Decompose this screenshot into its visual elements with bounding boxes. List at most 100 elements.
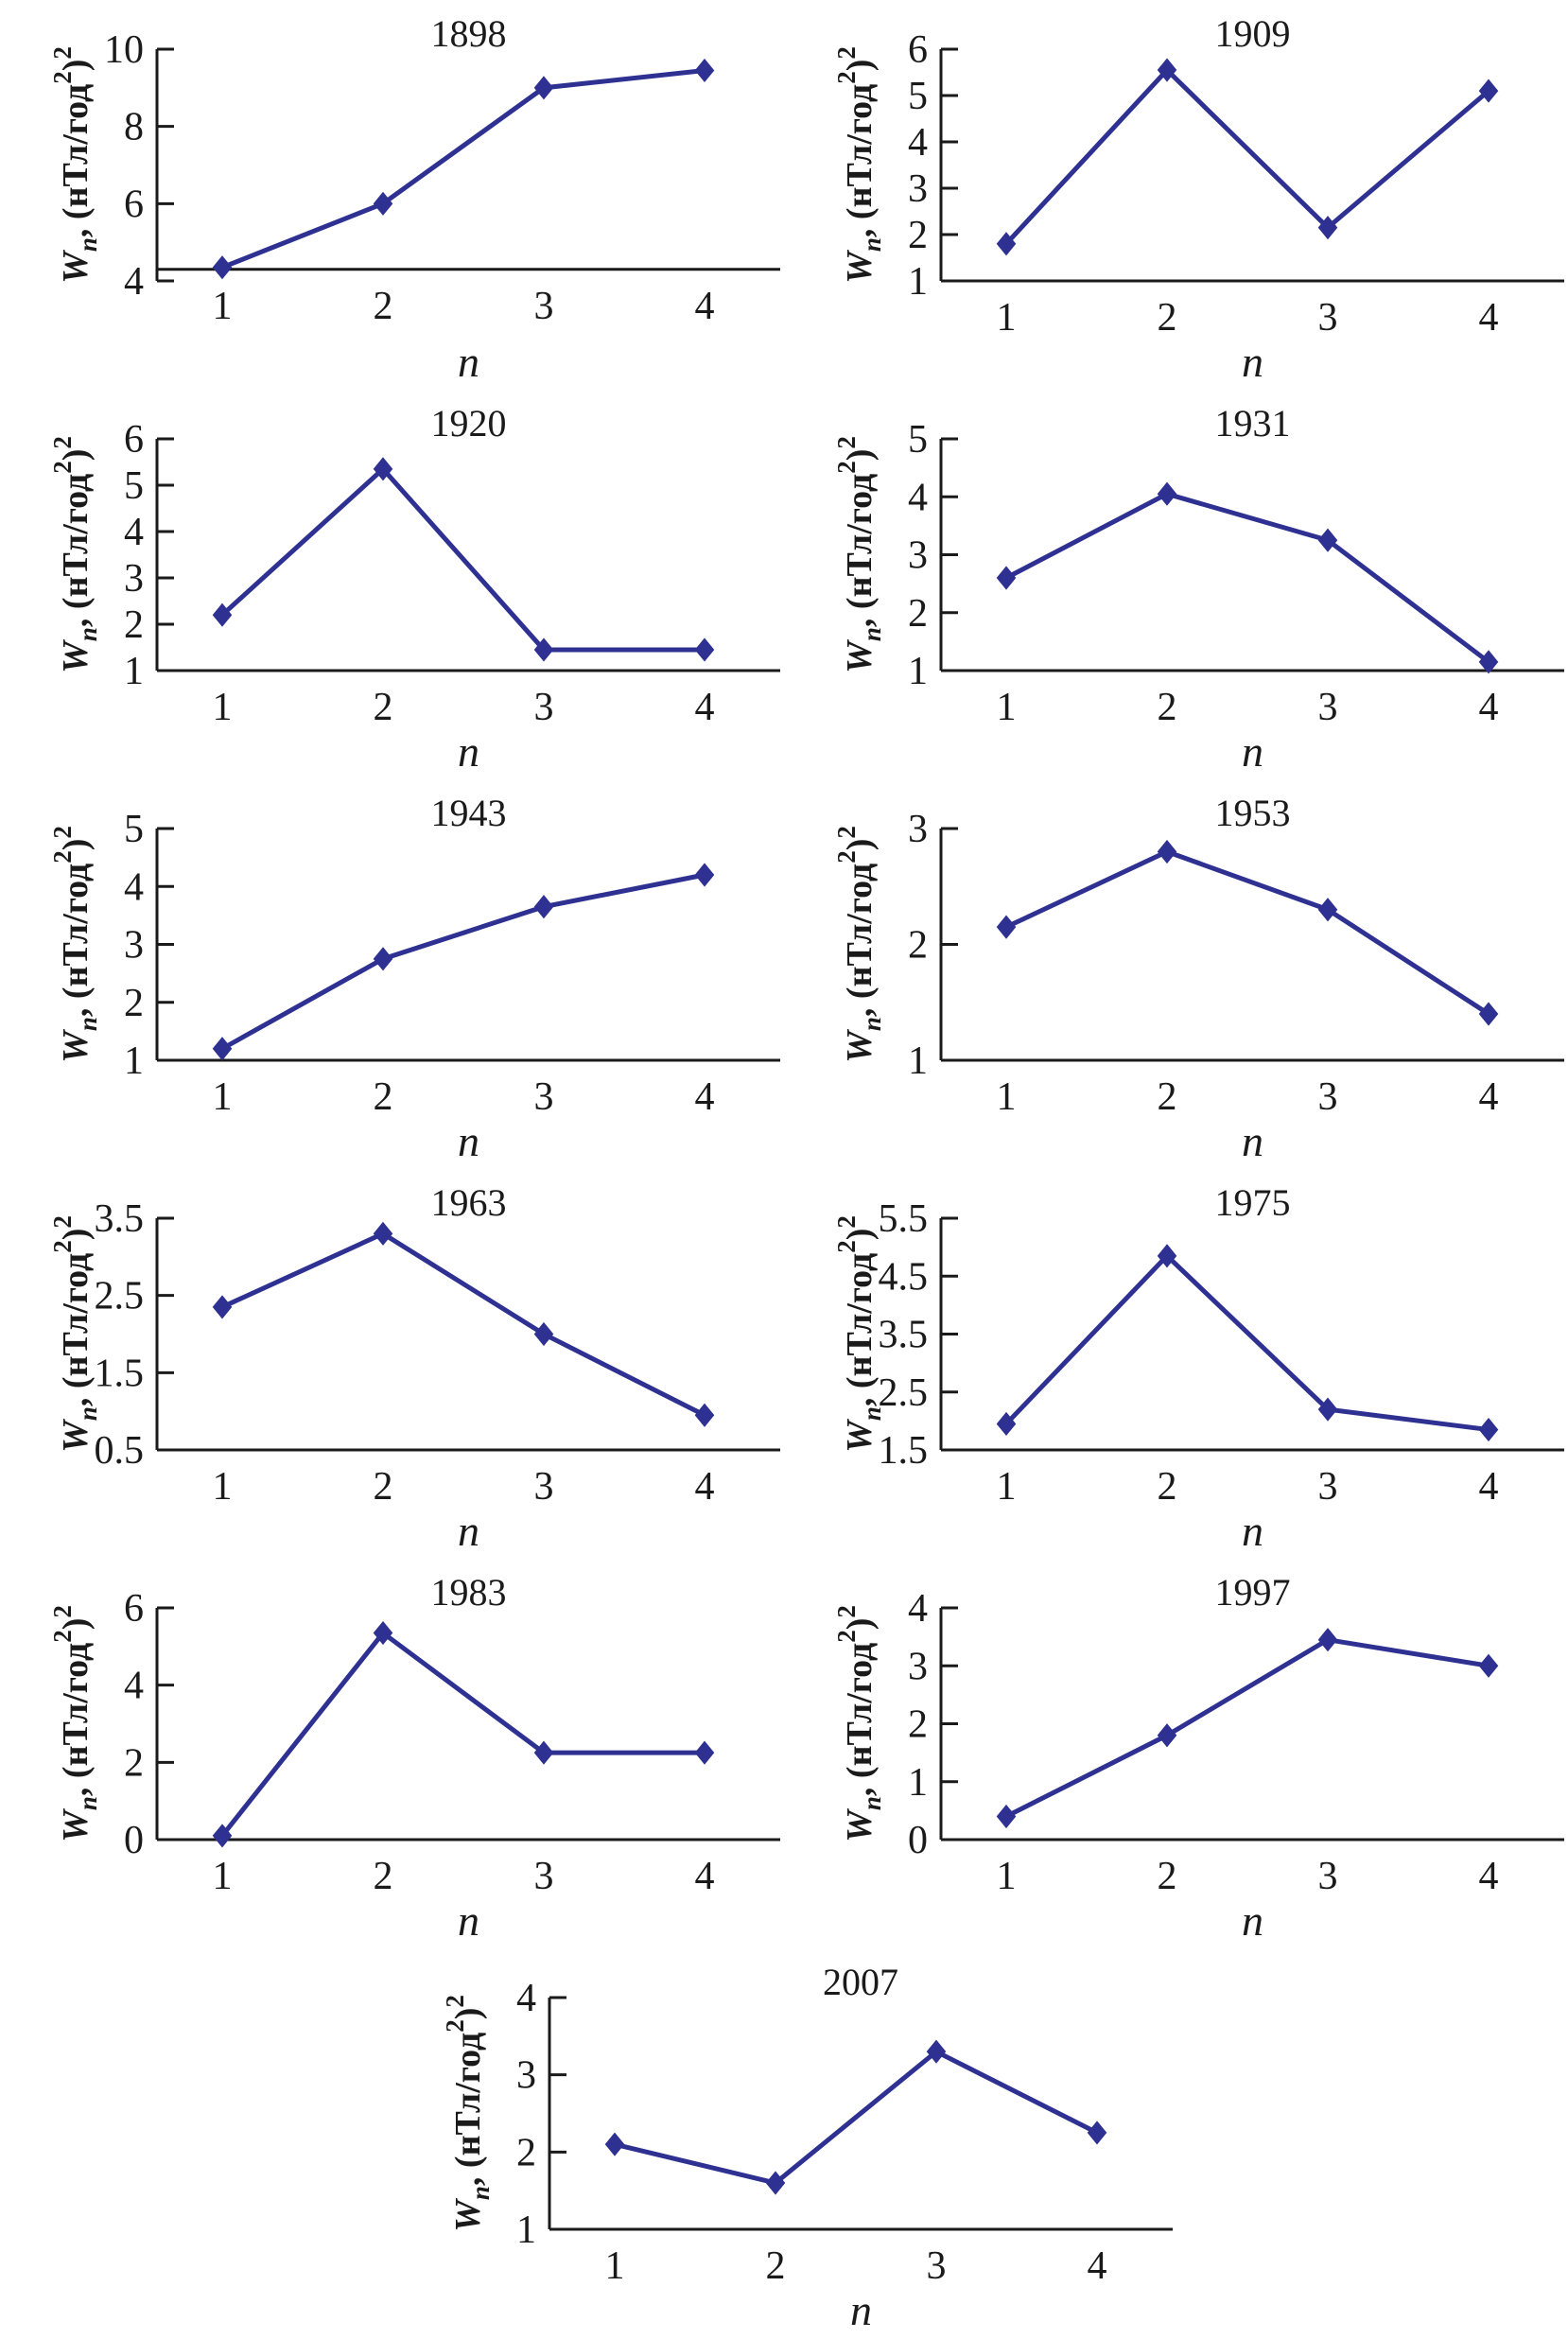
x-tick-label: 3	[534, 1075, 554, 1119]
y-tick-label: 6	[124, 418, 144, 462]
data-point-marker	[373, 1221, 393, 1246]
x-tick-label: 2	[1158, 686, 1177, 729]
data-point-marker	[1317, 1397, 1338, 1422]
x-tick-label: 1	[213, 1075, 233, 1119]
data-point-marker	[926, 2039, 946, 2064]
x-tick-label: 4	[1087, 2244, 1106, 2288]
figure-row: 1983 0 2 4 6 1 2 3 4 n Wn, (нТл/год2)2 1997 0 1 2 3 4…	[0, 1559, 1568, 1948]
y-tick-label: 2	[908, 592, 928, 636]
chart-cell-2007: 2007 1 2 3 4 1 2 3 4 n Wn, (нТл/год2)2	[392, 1948, 1176, 2338]
data-point-marker	[996, 1411, 1017, 1437]
y-tick-label: 2.5	[879, 1371, 929, 1415]
data-point-marker	[1478, 79, 1499, 103]
series-line	[1004, 1252, 1490, 1433]
x-tick-label: 4	[1479, 1465, 1499, 1509]
x-axis-label: n	[1242, 1507, 1263, 1555]
y-axis-label: Wn, (нТл/год2)2	[48, 46, 102, 284]
data-point-marker	[1478, 1002, 1499, 1026]
x-tick-label: 1	[997, 1465, 1017, 1509]
y-tick-label: 5	[124, 808, 144, 851]
series-line	[221, 67, 706, 271]
x-axis-label: n	[458, 1896, 479, 1945]
data-point-marker	[1317, 1628, 1338, 1652]
chart-title: 1997	[1214, 1571, 1291, 1614]
y-axis-label: Wn, (нТл/год2)2	[48, 826, 102, 1063]
x-tick-label: 1	[213, 1465, 233, 1509]
x-tick-label: 1	[997, 296, 1017, 340]
chart-title: 1943	[430, 792, 507, 834]
data-point-marker	[212, 1295, 233, 1319]
y-tick-label: 1.5	[879, 1429, 929, 1473]
y-tick-label: 1	[124, 1039, 144, 1083]
x-tick-label: 3	[1318, 1075, 1338, 1119]
chart-title: 1898	[430, 12, 507, 55]
y-tick-label: 2	[908, 214, 928, 257]
x-tick-label: 3	[534, 1855, 554, 1898]
y-tick-label: 1	[908, 260, 928, 304]
data-point-marker	[694, 1403, 715, 1427]
y-tick-label: 4	[908, 476, 928, 519]
y-tick-label: 1	[908, 650, 928, 693]
chart-cell-1963: 1963 0.5 1.5 2.5 3.5 1 2 3 4 n Wn, (нТл/год2)2	[0, 1169, 784, 1559]
y-tick-label: 0.5	[95, 1429, 145, 1473]
x-tick-label: 2	[765, 2244, 785, 2288]
x-tick-label: 1	[213, 285, 233, 328]
x-tick-label: 4	[695, 1075, 715, 1119]
y-axis-label: Wn, (нТл/год2)2	[832, 1215, 886, 1453]
y-axis-label: Wn, (нТл/год2)2	[441, 1995, 495, 2232]
chart-cell-1983: 1983 0 2 4 6 1 2 3 4 n Wn, (нТл/год2)2	[0, 1559, 784, 1948]
x-tick-label: 2	[1158, 296, 1177, 340]
y-tick-label: 10	[104, 28, 144, 72]
chart-cell-1909: 1909 1 2 3 4 5 6 1 2 3 4 n Wn, (нТл/год2)2	[784, 0, 1568, 390]
data-point-marker	[533, 1321, 554, 1347]
x-tick-label: 3	[1318, 1855, 1338, 1898]
chart-cell-1943: 1943 1 2 3 4 5 1 2 3 4 n Wn, (нТл/год2)2	[0, 779, 784, 1169]
y-tick-label: 5	[908, 75, 928, 118]
x-tick-label: 2	[374, 686, 393, 729]
x-tick-label: 4	[695, 686, 715, 729]
y-tick-label: 0	[124, 1819, 144, 1862]
x-tick-label: 1	[604, 2244, 624, 2288]
y-tick-label: 3	[908, 167, 928, 211]
y-tick-label: 2	[516, 2131, 536, 2174]
plot-svg: 1 2 3 4 1 2 3 4 n Wn, (нТл/год2)2	[441, 1977, 1173, 2334]
series-line	[1004, 491, 1490, 664]
data-point-marker	[1157, 1723, 1177, 1748]
x-axis-label: n	[458, 1117, 479, 1165]
y-axis-label: Wn, (нТл/год2)2	[48, 436, 102, 673]
data-point-marker	[373, 191, 393, 216]
y-tick-label: 4	[516, 1977, 536, 2020]
plot-svg: 0 2 4 6 1 2 3 4 n Wn, (нТл/год2)2	[48, 1587, 780, 1945]
data-point-marker	[212, 1037, 233, 1061]
x-tick-label: 1	[997, 1075, 1017, 1119]
y-axis-label: Wn, (нТл/год2)2	[832, 436, 886, 673]
y-tick-label: 3.5	[95, 1197, 145, 1241]
x-tick-label: 2	[374, 1075, 393, 1119]
x-tick-label: 1	[997, 686, 1017, 729]
data-point-marker	[212, 255, 233, 280]
data-point-marker	[694, 1740, 715, 1765]
chart-cell-1975: 1975 1.5 2.5 3.5 4.5 5.5 1 2 3 4 n Wn, (нТл/год2)2	[784, 1169, 1568, 1559]
chart-title: 1920	[430, 402, 507, 445]
plot-svg: 1 2 3 4 5 1 2 3 4 n Wn, (нТл/год2)2	[48, 808, 780, 1165]
series-line	[613, 2049, 1098, 2186]
chart-cell-1898: 1898 4 6 8 10 1 2 3 4 n Wn, (нТл/год2)2	[0, 0, 784, 390]
series-line	[220, 1630, 705, 1838]
data-point-marker	[604, 2132, 624, 2156]
plot-svg: 1 2 3 4 5 1 2 3 4 n Wn, (нТл/год2)2	[832, 418, 1564, 776]
x-tick-label: 4	[1479, 296, 1499, 340]
y-tick-label: 1	[516, 2208, 536, 2252]
x-tick-label: 2	[374, 285, 393, 328]
plot-svg: 0.5 1.5 2.5 3.5 1 2 3 4 n Wn, (нТл/год2)2	[48, 1197, 780, 1555]
data-point-marker	[1157, 58, 1177, 82]
x-tick-label: 4	[695, 1855, 715, 1898]
data-point-marker	[1317, 898, 1338, 922]
series-line	[220, 465, 705, 653]
x-tick-label: 2	[374, 1465, 393, 1509]
plot-svg: 0 1 2 3 4 1 2 3 4 n Wn, (нТл/год2)2	[832, 1587, 1564, 1945]
